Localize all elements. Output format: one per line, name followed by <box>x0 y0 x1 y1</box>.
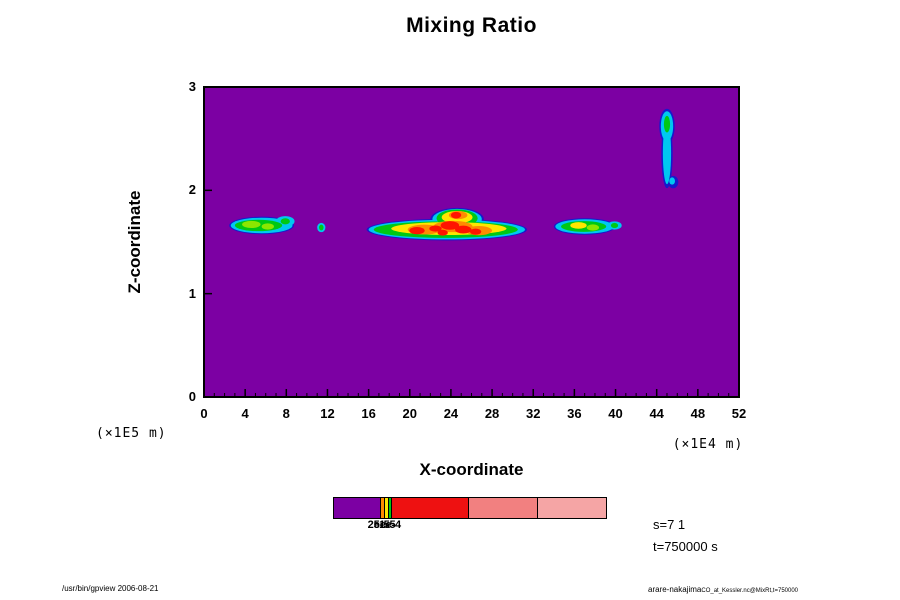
contour-blob <box>450 211 462 219</box>
y-tick-label: 1 <box>188 285 196 301</box>
colorbar-segment <box>387 498 391 518</box>
x-tick-label: 0 <box>200 406 208 421</box>
colorbar-label: 2e-5 <box>367 519 390 531</box>
x-tick-labels: 0 4 8 12 16 20 24 28 32 36 40 44 48 52 <box>200 404 746 422</box>
colorbar-segment <box>536 498 606 518</box>
plot-frame <box>203 86 740 398</box>
x-tick-label: 16 <box>361 406 376 421</box>
colorbar-segment <box>383 498 388 518</box>
contour-blob <box>610 222 619 229</box>
contour-blob <box>437 229 448 236</box>
contour-blob <box>469 228 482 235</box>
x-tick-label: 48 <box>690 406 706 421</box>
plot-background <box>204 87 739 397</box>
x-tick-label: 40 <box>608 406 623 421</box>
colorbar-label: 5e-5 <box>373 519 396 531</box>
page-title: Mixing Ratio <box>406 14 537 37</box>
annotation-step: s=7 1 <box>653 517 686 532</box>
colorbar <box>333 497 607 519</box>
contour-blob <box>319 224 324 231</box>
contour-blob <box>455 225 472 234</box>
footer-command-stamp: /usr/bin/gpview 2006-08-21 <box>62 584 159 593</box>
contour-blob <box>663 115 671 133</box>
colorbar-segment <box>468 498 537 518</box>
footer-host: arare-nakajima <box>648 585 702 594</box>
plot-area <box>203 86 740 398</box>
y-axis-label-text: Z-coordinate <box>125 190 144 294</box>
annotation-time: t=750000 s <box>653 539 718 554</box>
y-tick-label: 3 <box>188 79 196 94</box>
contour-blob <box>669 177 676 185</box>
x-tick-label: 52 <box>731 406 747 421</box>
contour-blob <box>440 221 460 230</box>
colorbar-label: 1e-4 <box>379 519 402 531</box>
contour-blob <box>242 220 261 229</box>
x-tick-label: 32 <box>525 406 541 421</box>
y-tick-labels: 0 1 2 3 <box>158 79 196 404</box>
x-tick-label: 28 <box>484 406 500 421</box>
contour-blob <box>409 227 425 235</box>
mixing-ratio-plot <box>203 86 740 398</box>
contour-blob <box>586 224 600 231</box>
x-tick-label: 20 <box>402 406 417 421</box>
y-tick-label: 2 <box>188 182 196 198</box>
y-axis-label: Z-coordinate <box>118 86 152 398</box>
contour-blob <box>280 218 290 225</box>
y-axis-unit: (×1E5 m) <box>96 426 167 441</box>
colorbar-segment <box>334 498 380 518</box>
x-tick-label: 4 <box>241 406 249 421</box>
footer-file-tag: CO_at_Kessler.nc@MixRt,t=750000 <box>701 588 798 594</box>
colorbar-segment <box>379 498 384 518</box>
colorbar-tick-labels: 2e-5 5e-5 1e-4 <box>333 519 605 533</box>
contour-blob <box>570 222 587 229</box>
colorbar-segment <box>390 498 469 518</box>
x-tick-label: 8 <box>282 406 290 421</box>
x-tick-label: 44 <box>649 406 664 421</box>
x-axis-label: X-coordinate <box>419 460 524 479</box>
contour-blob <box>429 225 442 232</box>
footer-source-stamp: arare-nakajimaCO_at_Kessler.nc@MixRt,t=7… <box>648 585 798 594</box>
x-tick-label: 12 <box>320 406 335 421</box>
x-axis-unit: (×1E4 m) <box>672 437 744 452</box>
x-tick-label: 24 <box>443 406 459 421</box>
contour-blob <box>261 223 274 230</box>
y-tick-label: 0 <box>188 389 196 404</box>
x-tick-label: 36 <box>567 406 582 421</box>
